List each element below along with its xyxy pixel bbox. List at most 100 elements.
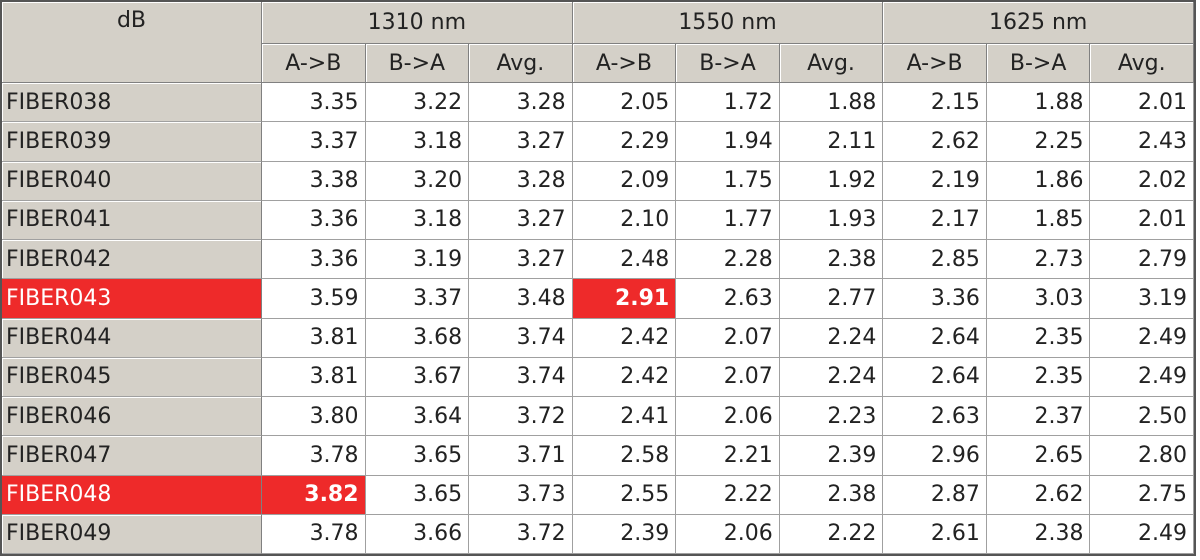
value-cell: 2.28 (676, 240, 780, 280)
column-header: A->B (262, 44, 366, 83)
value-cell: 3.28 (469, 161, 573, 201)
value-cell: 2.61 (883, 514, 987, 554)
row-label: FIBER045 (2, 357, 262, 397)
row-label: FIBER043 (2, 279, 262, 319)
value-cell: 2.10 (572, 200, 677, 240)
row-label: FIBER040 (2, 161, 262, 201)
value-cell: 3.27 (469, 200, 573, 240)
value-cell: 2.73 (986, 240, 1091, 280)
row-label: FIBER044 (2, 318, 262, 358)
value-cell: 2.80 (1090, 436, 1194, 476)
value-cell: 3.74 (469, 318, 573, 358)
value-cell: 2.62 (986, 475, 1091, 515)
value-cell: 3.38 (262, 161, 366, 201)
value-cell: 2.87 (883, 475, 987, 515)
column-header: A->B (883, 44, 987, 83)
value-cell: 3.78 (262, 436, 366, 476)
value-cell: 3.65 (365, 436, 470, 476)
row-label: FIBER042 (2, 240, 262, 280)
value-cell: 3.37 (262, 122, 366, 162)
value-cell: 3.19 (365, 240, 470, 280)
value-cell: 2.21 (676, 436, 780, 476)
value-cell: 3.72 (469, 397, 573, 437)
value-cell: 2.22 (779, 514, 884, 554)
value-cell: 3.68 (365, 318, 470, 358)
value-cell: 2.85 (883, 240, 987, 280)
value-cell: 2.11 (779, 122, 884, 162)
value-cell: 3.36 (883, 279, 987, 319)
value-cell: 3.78 (262, 514, 366, 554)
value-cell: 3.81 (262, 318, 366, 358)
value-cell: 3.27 (469, 240, 573, 280)
value-cell: 2.06 (676, 397, 780, 437)
value-cell: 2.09 (572, 161, 677, 201)
row-label: FIBER046 (2, 397, 262, 437)
group-header: 1625 nm (883, 2, 1194, 44)
value-cell: 3.80 (262, 397, 366, 437)
value-cell: 2.24 (779, 318, 884, 358)
value-cell: 3.67 (365, 357, 470, 397)
value-cell: 2.05 (572, 83, 677, 123)
row-label: FIBER039 (2, 122, 262, 162)
value-cell: 3.22 (365, 83, 470, 123)
value-cell: 3.65 (365, 475, 470, 515)
column-header: Avg. (779, 44, 884, 83)
row-label: FIBER041 (2, 200, 262, 240)
column-header: Avg. (1090, 44, 1194, 83)
value-cell: 2.01 (1090, 83, 1194, 123)
value-cell: 2.55 (572, 475, 677, 515)
value-cell: 2.22 (676, 475, 780, 515)
value-cell: 3.18 (365, 200, 470, 240)
value-cell: 2.35 (986, 318, 1091, 358)
value-cell: 3.03 (986, 279, 1091, 319)
value-cell: 1.94 (676, 122, 780, 162)
value-cell: 3.81 (262, 357, 366, 397)
value-cell: 3.36 (262, 200, 366, 240)
value-cell: 1.92 (779, 161, 884, 201)
value-cell: 3.19 (1090, 279, 1194, 319)
value-cell: 3.71 (469, 436, 573, 476)
value-cell: 2.38 (779, 475, 884, 515)
value-cell: 2.49 (1090, 357, 1194, 397)
value-cell: 3.64 (365, 397, 470, 437)
corner-header: dB (2, 2, 262, 83)
value-cell: 1.88 (779, 83, 884, 123)
value-cell: 2.39 (572, 514, 677, 554)
value-cell: 2.38 (779, 240, 884, 280)
value-cell: 2.02 (1090, 161, 1194, 201)
value-cell: 1.85 (986, 200, 1091, 240)
value-cell: 2.96 (883, 436, 987, 476)
value-cell: 2.64 (883, 357, 987, 397)
row-label: FIBER047 (2, 436, 262, 476)
value-cell: 3.36 (262, 240, 366, 280)
value-cell: 1.88 (986, 83, 1091, 123)
value-cell: 2.23 (779, 397, 884, 437)
value-cell: 3.27 (469, 122, 573, 162)
value-cell: 2.25 (986, 122, 1091, 162)
row-label: FIBER049 (2, 514, 262, 554)
value-cell: 2.35 (986, 357, 1091, 397)
value-cell: 2.42 (572, 318, 677, 358)
value-cell: 2.75 (1090, 475, 1194, 515)
column-header: B->A (986, 44, 1091, 83)
value-cell: 2.50 (1090, 397, 1194, 437)
value-cell: 2.01 (1090, 200, 1194, 240)
value-cell: 2.41 (572, 397, 677, 437)
column-header: Avg. (469, 44, 573, 83)
value-cell: 2.38 (986, 514, 1091, 554)
value-cell: 2.62 (883, 122, 987, 162)
value-cell: 1.77 (676, 200, 780, 240)
value-cell: 3.59 (262, 279, 366, 319)
value-cell: 2.43 (1090, 122, 1194, 162)
value-cell: 2.24 (779, 357, 884, 397)
value-cell: 2.49 (1090, 514, 1194, 554)
value-cell: 3.20 (365, 161, 470, 201)
value-cell: 3.37 (365, 279, 470, 319)
value-cell: 3.18 (365, 122, 470, 162)
value-cell: 2.42 (572, 357, 677, 397)
value-cell: 2.07 (676, 318, 780, 358)
value-cell: 3.35 (262, 83, 366, 123)
value-cell: 2.63 (883, 397, 987, 437)
value-cell: 1.72 (676, 83, 780, 123)
